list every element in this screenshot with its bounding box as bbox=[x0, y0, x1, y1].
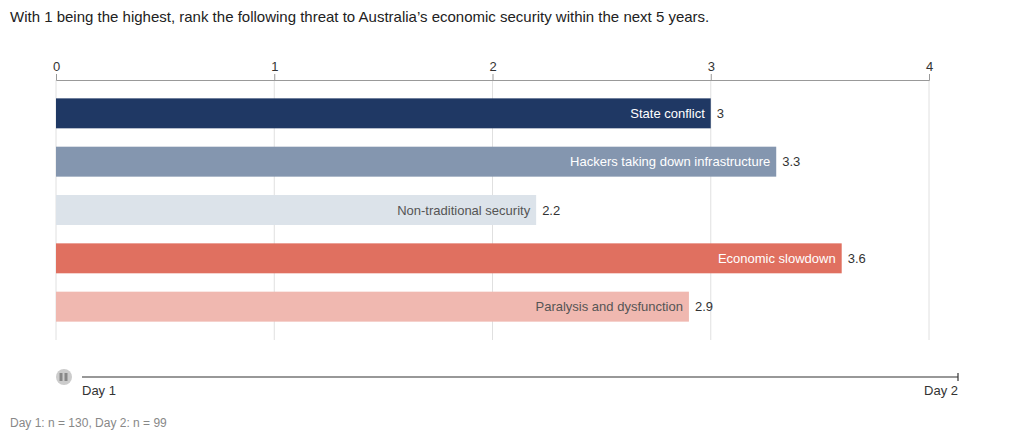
data-label: 2.2 bbox=[542, 203, 560, 218]
pause-icon bbox=[60, 373, 63, 381]
data-labels: 3 3.3 2.2 3.6 2.9 bbox=[542, 106, 866, 314]
data-label: 3 bbox=[717, 106, 724, 121]
footer-note: Day 1: n = 130, Day 2: n = 99 bbox=[10, 416, 167, 430]
timeline: Day 1 Day 2 bbox=[56, 369, 958, 398]
bar bbox=[56, 195, 536, 225]
category-label: Hackers taking down infrastructure bbox=[570, 154, 770, 169]
x-tick-label: 2 bbox=[489, 59, 496, 74]
grid bbox=[56, 80, 929, 340]
timeline-line bbox=[82, 376, 958, 377]
bar bbox=[56, 98, 711, 128]
title: With 1 being the highest, rank the follo… bbox=[10, 8, 709, 25]
x-tick-mark bbox=[929, 74, 930, 80]
bars bbox=[56, 98, 842, 321]
grid-line bbox=[929, 80, 930, 340]
x-tick-mark bbox=[711, 74, 712, 80]
x-tick-mark bbox=[56, 74, 57, 80]
x-axis: 0 1 2 3 4 bbox=[53, 59, 933, 81]
x-tick: 2 bbox=[489, 59, 496, 80]
data-label: 2.9 bbox=[695, 299, 713, 314]
x-tick: 3 bbox=[708, 59, 715, 80]
category-label: Non-traditional security bbox=[397, 203, 530, 218]
annotation: Day 1 bbox=[82, 383, 116, 398]
x-tick-label: 1 bbox=[271, 59, 278, 74]
annotation: Day 2 bbox=[924, 383, 958, 398]
pause-button bbox=[56, 369, 72, 385]
x-tick-label: 4 bbox=[926, 59, 933, 74]
bar bbox=[56, 147, 776, 177]
x-axis-line bbox=[57, 74, 930, 81]
pause-icon bbox=[65, 373, 68, 381]
bar bbox=[56, 292, 689, 322]
category-label: Economic slowdown bbox=[718, 251, 836, 266]
timeline-end bbox=[957, 373, 958, 381]
x-tick: 0 bbox=[53, 59, 60, 80]
x-tick: 1 bbox=[271, 59, 278, 80]
x-tick-mark bbox=[493, 74, 494, 80]
data-label: 3.3 bbox=[782, 154, 800, 169]
x-tick-label: 3 bbox=[708, 59, 715, 74]
bar bbox=[56, 243, 842, 273]
bar-labels: State conflict Hackers taking down infras… bbox=[397, 106, 836, 314]
plot: 0 1 2 3 4 State conflict Hackers taking down i… bbox=[53, 59, 933, 340]
data-label: 3.6 bbox=[848, 251, 866, 266]
x-tick-mark bbox=[274, 74, 275, 80]
x-tick: 4 bbox=[926, 59, 933, 80]
category-label: State conflict bbox=[630, 106, 705, 121]
chart: With 1 being the highest, rank the follo… bbox=[0, 0, 1019, 436]
category-label: Paralysis and dysfunction bbox=[536, 299, 683, 314]
x-tick-label: 0 bbox=[53, 59, 60, 74]
